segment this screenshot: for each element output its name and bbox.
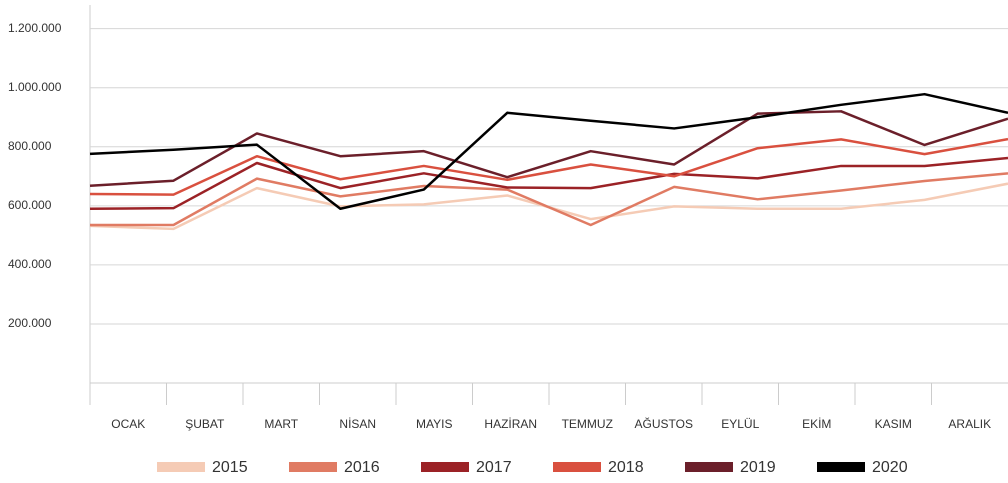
legend-swatch	[553, 462, 601, 472]
x-tick-label: EKİM	[802, 417, 831, 431]
x-tick-label: EYLÜL	[721, 417, 759, 431]
x-tick-label: TEMMUZ	[562, 417, 613, 431]
legend-swatch	[421, 462, 469, 472]
x-tick-label: KASIM	[875, 417, 912, 431]
x-tick-label: AĞUSTOS	[635, 416, 693, 431]
y-tick-label: 400.000	[8, 257, 52, 271]
legend-label: 2017	[476, 459, 512, 476]
x-tick-label: HAZİRAN	[484, 417, 537, 431]
legend-swatch	[289, 462, 337, 472]
legend-swatch	[817, 462, 865, 472]
y-tick-label: 600.000	[8, 198, 52, 212]
legend-label: 2016	[344, 459, 380, 476]
series-line	[90, 172, 1008, 227]
legend-label: 2020	[872, 459, 908, 476]
y-tick-label: 200.000	[8, 316, 52, 330]
series-line	[89, 156, 1008, 211]
series-line	[89, 110, 1008, 187]
legend-swatch	[685, 462, 733, 472]
y-tick-label: 1.000.000	[8, 80, 62, 94]
legend-label: 2015	[212, 459, 248, 476]
y-tick-label: 1.200.000	[8, 21, 62, 35]
legend-label: 2018	[608, 459, 644, 476]
legend-label: 2019	[740, 459, 776, 476]
series-line	[89, 92, 1008, 211]
x-tick-label: MART	[264, 417, 298, 431]
series-line	[89, 137, 1008, 196]
x-tick-label: OCAK	[111, 417, 145, 431]
x-tick-label: NİSAN	[339, 417, 376, 431]
legend-swatch	[157, 462, 205, 472]
x-tick-label: ARALIK	[948, 417, 991, 431]
x-tick-label: ŞUBAT	[185, 417, 225, 431]
y-tick-label: 800.000	[8, 139, 52, 153]
x-tick-label: MAYIS	[416, 417, 452, 431]
